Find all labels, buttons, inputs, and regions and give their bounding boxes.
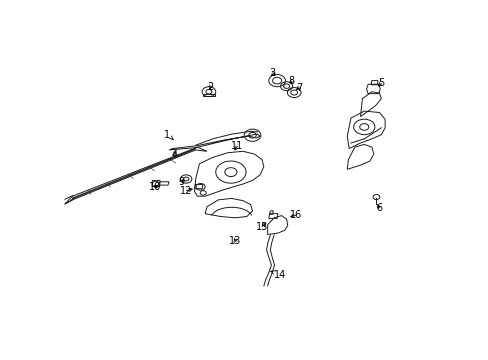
Text: 2: 2 [207, 82, 214, 92]
Text: 16: 16 [289, 210, 302, 220]
Text: 1: 1 [164, 130, 173, 140]
Text: 7: 7 [295, 82, 302, 93]
Text: 4: 4 [171, 150, 178, 159]
Text: 12: 12 [180, 186, 192, 196]
Text: 8: 8 [288, 76, 294, 86]
Text: 3: 3 [269, 68, 275, 78]
Text: 10: 10 [149, 182, 161, 192]
Text: 13: 13 [229, 237, 241, 246]
Text: 9: 9 [178, 177, 184, 187]
Text: 11: 11 [231, 141, 243, 151]
Text: 14: 14 [270, 270, 285, 280]
Text: 6: 6 [376, 203, 382, 213]
Text: 15: 15 [255, 222, 267, 232]
Text: 5: 5 [377, 78, 384, 89]
